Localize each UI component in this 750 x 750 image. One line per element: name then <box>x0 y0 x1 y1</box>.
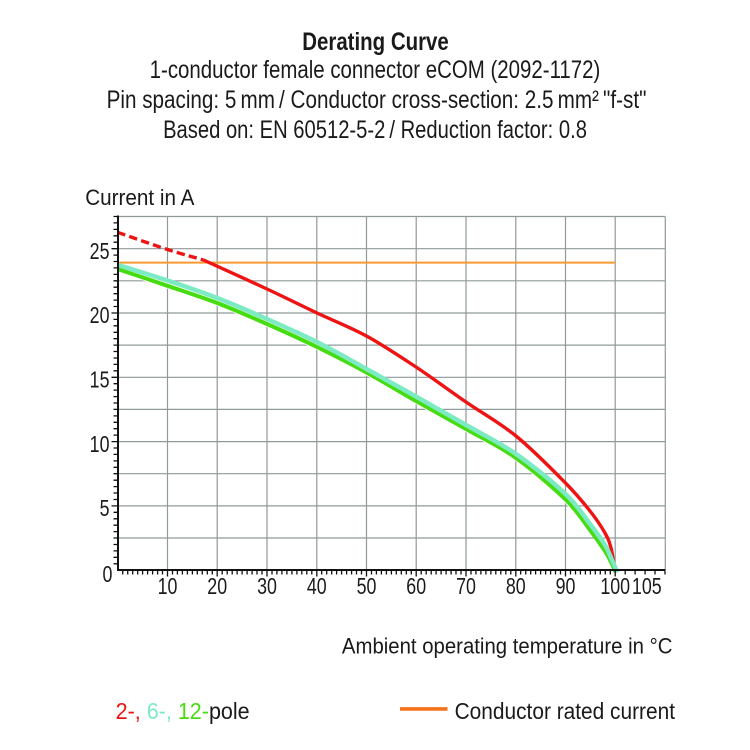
svg-text:Conductor rated current: Conductor rated current <box>455 698 675 724</box>
svg-text:50: 50 <box>357 574 377 600</box>
svg-text:Current in A: Current in A <box>85 185 195 210</box>
svg-text:80: 80 <box>506 574 526 600</box>
svg-text:Derating Curve: Derating Curve <box>302 27 449 55</box>
svg-text:90: 90 <box>556 574 576 600</box>
svg-text:15: 15 <box>90 367 110 393</box>
svg-text:1-conductor female connector e: 1-conductor female connector eCOM (2092-… <box>150 55 601 83</box>
svg-text:Ambient operating temperature: Ambient operating temperature in °C <box>342 635 672 659</box>
svg-text:30: 30 <box>257 574 277 600</box>
svg-text:70: 70 <box>456 574 476 600</box>
svg-text:10: 10 <box>90 432 110 458</box>
svg-text:20: 20 <box>207 574 227 600</box>
svg-text:Based on: EN 60512-5-2 / Reduc: Based on: EN 60512-5-2 / Reduction facto… <box>163 115 587 144</box>
svg-text:2-, 6-, 12-pole: 2-, 6-, 12-pole <box>116 698 250 724</box>
svg-text:105: 105 <box>632 574 662 600</box>
svg-text:25: 25 <box>90 239 110 265</box>
svg-text:0: 0 <box>102 562 112 588</box>
svg-text:40: 40 <box>307 574 327 600</box>
svg-text:60: 60 <box>406 574 426 600</box>
svg-text:100: 100 <box>600 574 630 600</box>
svg-text:Pin spacing: 5 mm / Conductor: Pin spacing: 5 mm / Conductor cross-sect… <box>107 85 647 113</box>
svg-text:10: 10 <box>158 574 178 600</box>
svg-text:20: 20 <box>90 303 110 329</box>
svg-text:5: 5 <box>100 496 110 522</box>
